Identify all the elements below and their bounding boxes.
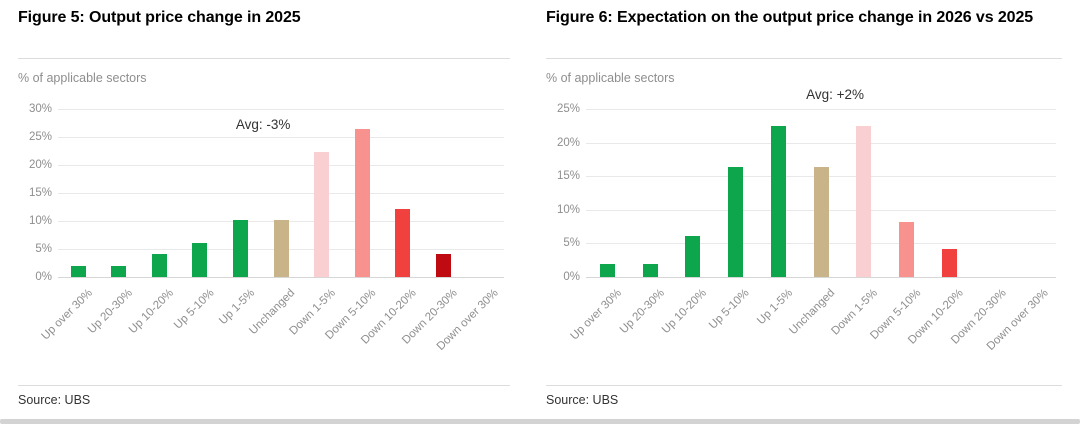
avg-annotation: Avg: -3% xyxy=(235,117,291,132)
x-tick-label: Up 1-5% xyxy=(216,287,257,328)
bar xyxy=(599,264,615,277)
bar xyxy=(813,167,829,277)
y-tick-label: 15% xyxy=(28,187,52,199)
bar xyxy=(354,129,370,277)
figure6-chart: 0% 5% 10% 15% 20% 25% Up over 30% Up 20-30% Up 1… xyxy=(546,87,1062,361)
figure6-source-label: Source: UBS xyxy=(546,393,619,407)
x-tick-label: Up over 30% xyxy=(568,287,624,343)
gridline xyxy=(586,109,1056,110)
figure6-title: Figure 6: Expectation on the output pric… xyxy=(546,9,1034,26)
figure6-source-separator xyxy=(546,385,1062,386)
bar xyxy=(232,220,248,277)
bar xyxy=(728,167,744,277)
y-tick-label: 0% xyxy=(563,271,580,283)
figure6-panel: Figure 6: Expectation on the output pric… xyxy=(546,8,1062,407)
bar xyxy=(642,264,658,277)
bar xyxy=(856,126,872,277)
x-tick-label: Up 10-20% xyxy=(660,287,710,337)
bar xyxy=(898,222,914,277)
bar xyxy=(435,254,451,277)
gridline xyxy=(586,142,1056,144)
bar xyxy=(685,236,701,277)
avg-annotation: Avg: +2% xyxy=(806,87,865,102)
bar xyxy=(70,266,86,277)
bottom-divider xyxy=(0,419,1080,424)
figure5-y-axis-title: % of applicable sectors xyxy=(18,71,147,85)
gridline xyxy=(58,193,504,194)
y-tick-label: 20% xyxy=(556,136,580,149)
gridline xyxy=(58,137,504,138)
figures-row: Figure 5: Output price change in 2025 % … xyxy=(18,8,1062,407)
x-tick-label: Up 20-30% xyxy=(617,287,667,337)
gridline xyxy=(58,165,504,166)
bar xyxy=(192,243,208,277)
x-tick-label: Up over 30% xyxy=(39,287,95,343)
figure5-title-separator xyxy=(18,58,510,59)
figure5-chart: 0% 5% 10% 15% 20% 25% 30% Up over 30% Up 20-30% U… xyxy=(18,103,510,361)
y-tick-label: 15% xyxy=(556,170,580,183)
bar xyxy=(273,220,289,277)
y-tick-label: 5% xyxy=(563,237,580,250)
bar xyxy=(941,249,957,277)
gridline xyxy=(58,277,504,278)
bar xyxy=(395,209,411,277)
bar xyxy=(770,126,786,277)
figure5-source-label: Source: UBS xyxy=(18,393,91,407)
gridline xyxy=(586,277,1056,278)
figure6-y-axis-title: % of applicable sectors xyxy=(546,71,675,85)
y-tick-label: 20% xyxy=(28,159,52,171)
x-tick-label: Up 5-10% xyxy=(171,287,217,332)
figure6-title-separator xyxy=(546,58,1062,59)
figure5-source-separator xyxy=(18,385,510,386)
y-tick-label: 0% xyxy=(35,271,52,283)
y-tick-label: 25% xyxy=(556,103,580,115)
bar xyxy=(314,152,330,277)
bar xyxy=(151,254,167,277)
x-tick-label: Up 5-10% xyxy=(707,287,753,332)
x-tick-label: Up 1-5% xyxy=(754,287,795,328)
figure5-panel: Figure 5: Output price change in 2025 % … xyxy=(18,8,510,407)
y-tick-label: 10% xyxy=(28,215,52,227)
gridline xyxy=(58,109,504,110)
figure5-title: Figure 5: Output price change in 2025 xyxy=(18,9,301,26)
bar xyxy=(111,266,127,277)
y-tick-label: 5% xyxy=(35,243,52,255)
y-tick-label: 10% xyxy=(556,203,580,216)
y-tick-label: 25% xyxy=(28,131,52,143)
y-tick-label: 30% xyxy=(28,103,52,115)
